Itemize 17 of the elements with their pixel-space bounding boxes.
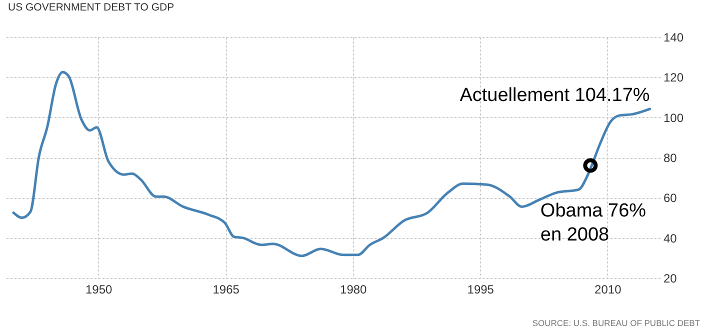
y-tick-label: 140 [664, 30, 684, 44]
y-tick-label: 60 [664, 191, 678, 206]
y-tick-label: 20 [664, 272, 678, 286]
x-tick-label: 1965 [212, 282, 240, 296]
y-tick-label: 80 [664, 151, 678, 165]
y-tick-label: 40 [664, 231, 678, 246]
x-tick-label: 1995 [467, 282, 494, 296]
y-tick-label: 120 [664, 70, 684, 85]
annotation: Actuellement 104.17% [460, 84, 650, 106]
line-series [12, 70, 652, 258]
x-tick-label: 2010 [594, 282, 622, 296]
x-tick-label: 1950 [85, 282, 112, 296]
annotation: Obama 76% en 2008 [540, 200, 646, 246]
x-tick-label: 1980 [340, 282, 368, 296]
y-tick-label: 100 [664, 110, 684, 125]
chart-title: US GOVERNMENT DEBT TO GDP [8, 2, 174, 14]
source-note: SOURCE: U.S. BUREAU OF PUBLIC DEBT [532, 318, 700, 328]
